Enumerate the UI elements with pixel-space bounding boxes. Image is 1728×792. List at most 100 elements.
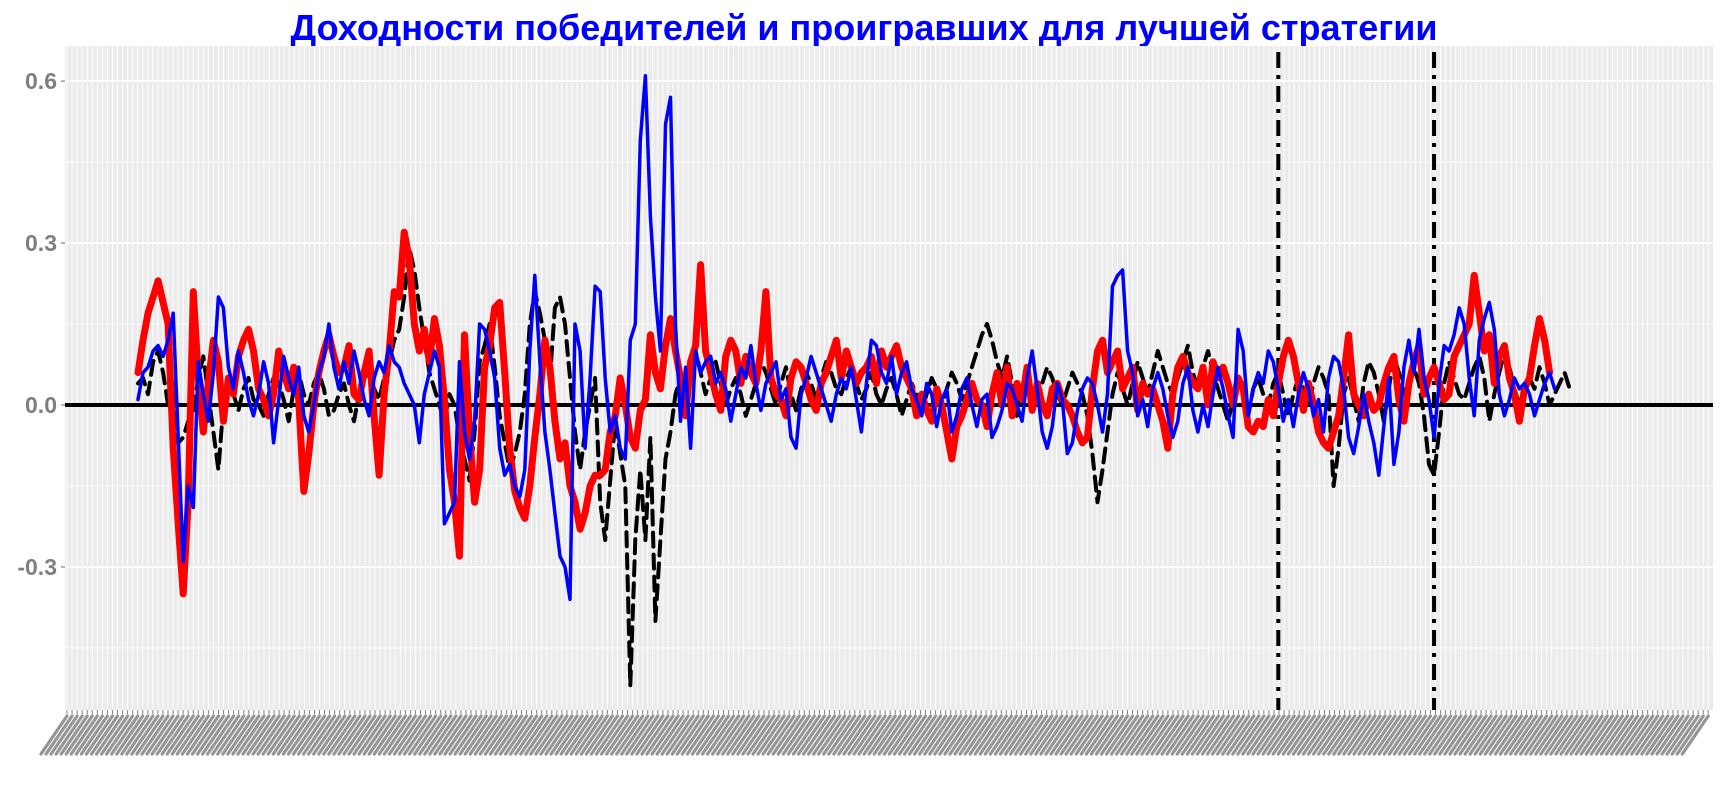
x-tick-label: [403, 714, 433, 756]
x-tick-label: [574, 714, 604, 756]
x-tick-label: [246, 714, 276, 756]
x-tick-label: [1372, 714, 1402, 756]
x-tick-label: [84, 714, 115, 756]
x-tick-label: [549, 714, 579, 756]
x-tick-label: [1099, 714, 1130, 756]
x-tick-label: [1125, 714, 1155, 756]
x-tick-label: [1508, 714, 1539, 756]
x-tick-label: [837, 714, 867, 756]
x-tick-label: [1029, 714, 1059, 756]
x-tick-label: [54, 714, 84, 756]
x-tick-label: [266, 714, 296, 756]
x-tick-label: [700, 714, 731, 756]
x-tick-label: [887, 714, 918, 756]
x-tick-label: [1246, 714, 1276, 756]
x-tick-label: [498, 714, 529, 756]
x-tick-label: [791, 714, 822, 756]
x-tick-label: [1392, 714, 1423, 756]
x-tick-label: [1478, 714, 1508, 756]
x-tick-label: [615, 714, 645, 756]
x-tick-label: [635, 714, 665, 756]
x-tick-label: [99, 714, 130, 756]
x-tick-label: [1473, 714, 1503, 756]
x-tick-label: [1407, 714, 1438, 756]
x-tick-label: [1276, 714, 1306, 756]
x-tick-label: [796, 714, 827, 756]
x-tick-label: [620, 714, 650, 756]
x-tick-label: [74, 714, 104, 756]
x-tick-label: [271, 714, 301, 756]
x-tick-label: [1296, 714, 1327, 756]
x-tick-label: [337, 714, 367, 756]
x-tick-label: [190, 714, 221, 756]
x-tick-label: [751, 714, 781, 756]
x-tick-label: [771, 714, 801, 756]
x-tick-label: [115, 714, 145, 756]
x-tick-label: [1311, 714, 1342, 756]
x-tick-label: [1256, 714, 1286, 756]
x-tick-label: [660, 714, 690, 756]
x-tick-label: [1569, 714, 1599, 756]
x-tick-label: [1443, 714, 1473, 756]
x-tick-label: [1160, 714, 1190, 756]
x-tick-label: [221, 714, 251, 756]
x-tick-label: [1115, 714, 1145, 756]
x-tick-label: [711, 714, 741, 756]
x-tick-label: [1549, 714, 1579, 756]
x-tick-label: [1519, 714, 1549, 756]
x-tick-label: [1382, 714, 1412, 756]
x-tick-label: [392, 714, 423, 756]
x-tick-label: [94, 714, 125, 756]
x-tick-label: [1286, 714, 1316, 756]
x-tick-label: [721, 714, 751, 756]
x-tick-label: [49, 714, 79, 756]
x-tick-label: [463, 714, 493, 756]
x-tick-label: [650, 714, 680, 756]
series-line-blue: [136, 73, 1557, 602]
y-tick-label: 0.0: [25, 392, 57, 418]
x-tick-label: [120, 714, 150, 756]
x-tick-label: [443, 714, 473, 756]
x-tick-label: [544, 714, 574, 756]
x-tick-label: [559, 714, 589, 756]
x-tick-label: [953, 714, 983, 756]
x-tick-label: [695, 714, 726, 756]
x-tick-label: [170, 714, 200, 756]
x-tick-label: [327, 714, 357, 756]
x-tick-label: [539, 714, 569, 756]
x-tick-label: [150, 714, 180, 756]
x-tick-label: [756, 714, 786, 756]
x-tick-label: [1024, 714, 1054, 756]
x-tick-label: [1231, 714, 1261, 756]
y-axis: -0.3 0.0 0.3 0.6: [17, 68, 65, 580]
x-tick-label: [625, 714, 655, 756]
x-tick-label: [913, 714, 943, 756]
x-tick-label: [1216, 714, 1246, 756]
x-tick-label: [1579, 714, 1609, 756]
x-tick-label: [433, 714, 463, 756]
x-tick-label: [968, 714, 998, 756]
x-tick-label: [1241, 714, 1271, 756]
x-tick-label: [448, 714, 478, 756]
x-tick-label: [1150, 714, 1180, 756]
x-tick-label: [564, 714, 594, 756]
x-tick-label: [211, 714, 241, 756]
x-tick-label: [1367, 714, 1397, 756]
x-tick-label: [882, 714, 912, 756]
x-tick-label: [458, 714, 488, 756]
y-tick-label: 0.3: [25, 230, 57, 256]
x-tick-label: [1614, 714, 1645, 756]
x-tick-label: [1604, 714, 1635, 756]
x-tick-label: [918, 714, 948, 756]
x-tick-label: [185, 714, 216, 756]
x-tick-label: [872, 714, 902, 756]
x-tick-label: [453, 714, 483, 756]
x-tick-label: [332, 714, 362, 756]
x-tick-label: [1625, 714, 1655, 756]
x-tick-label: [377, 714, 407, 756]
x-tick-label: [1670, 714, 1700, 756]
x-tick-label: [1074, 714, 1104, 756]
x-tick-label: [1655, 714, 1685, 756]
x-tick-label: [286, 714, 317, 756]
x-tick-label: [786, 714, 817, 756]
